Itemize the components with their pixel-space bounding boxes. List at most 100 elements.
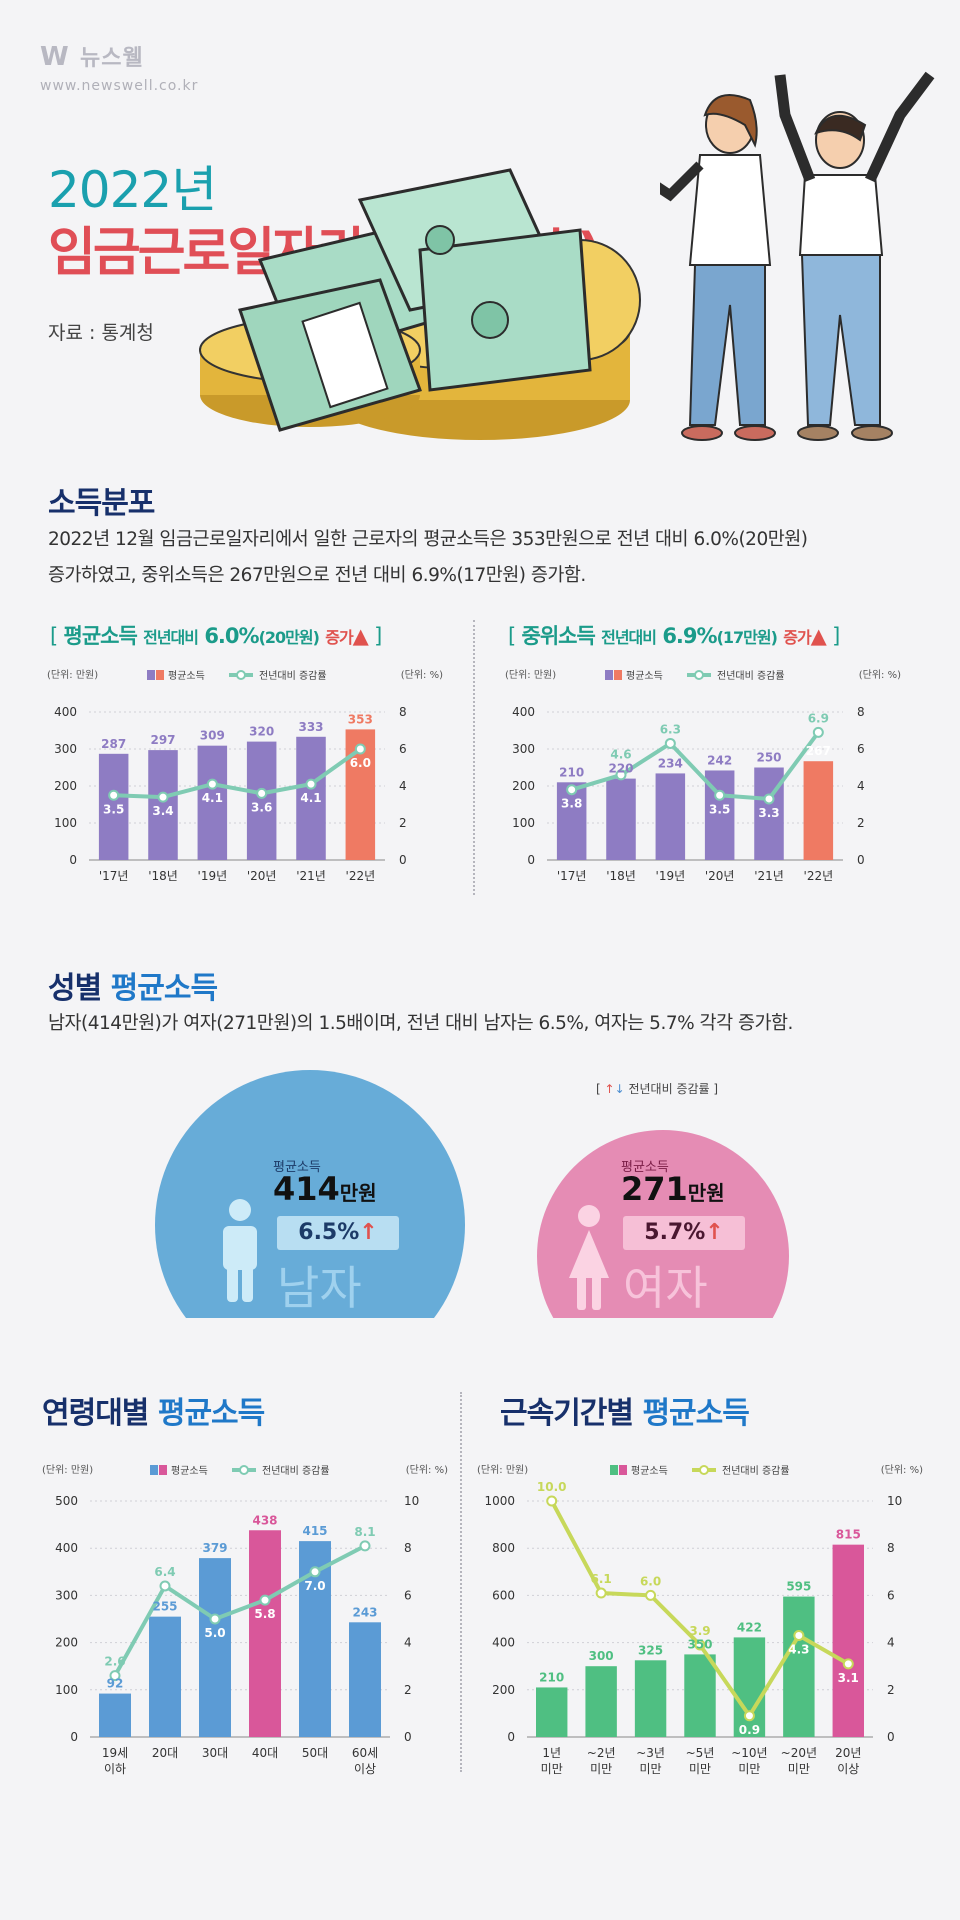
- bar: [634, 1660, 667, 1737]
- rate-point: [109, 1670, 121, 1682]
- y-tick-right: 8: [857, 705, 865, 719]
- section-desc-sex: 남자(414만원)가 여자(271만원)의 1.5배이며, 전년 대비 남자는 …: [48, 1013, 793, 1034]
- y-tick-left: 200: [512, 779, 535, 793]
- brand-name: 뉴스웰: [80, 46, 144, 71]
- y-tick-right: 8: [887, 1541, 895, 1555]
- female-rate-badge: 5.7%↑: [623, 1216, 745, 1250]
- legend-marker: [694, 670, 704, 680]
- up-arrow-icon: ↑: [604, 1082, 615, 1096]
- rate-point: [566, 784, 578, 796]
- bar-value-label: 350: [687, 1637, 712, 1651]
- y-axis-unit-left: (단위: 만원): [47, 668, 98, 681]
- y-tick-left: 600: [492, 1588, 515, 1602]
- y-tick-right: 2: [857, 816, 865, 830]
- sex-legend: [ ↑↓ 전년대비 증감률 ]: [596, 1082, 719, 1096]
- legend-swatch: [619, 1465, 627, 1475]
- y-tick-right: 6: [857, 742, 865, 756]
- legend-label: 평균소득: [626, 670, 663, 682]
- brand-logo[interactable]: W 뉴스웰: [40, 40, 144, 72]
- bar: [149, 1616, 181, 1737]
- bar: [246, 741, 277, 860]
- rate-value-label: 0.9: [739, 1723, 760, 1737]
- title-year: 2022년: [48, 161, 217, 219]
- rate-point: [664, 737, 676, 749]
- bar: [556, 782, 587, 860]
- bar-value-label: 300: [589, 1649, 614, 1663]
- x-tick-label: '22년: [346, 869, 376, 883]
- y-tick-right: 10: [887, 1494, 902, 1508]
- rate-point: [359, 1540, 371, 1552]
- man-cheering-icon: [774, 71, 935, 441]
- y-tick-right: 2: [399, 816, 407, 830]
- banknote-stack-icon: [238, 168, 592, 432]
- bar-value-label: 297: [150, 733, 175, 747]
- source-note: 자료 : 통계청: [48, 322, 154, 344]
- chart-tenure-income: (단위: 만원) (단위: %)평균소득 전년대비 증감률0200400600800…: [477, 1463, 923, 1776]
- chart-head-median: [ 중위소득 전년대비 6.9%(17만원) 증가▲ ]: [508, 624, 840, 648]
- rate-point: [546, 1495, 558, 1507]
- rate-point: [108, 789, 120, 801]
- legend-label: 평균소득: [631, 1465, 668, 1477]
- rate-value-label: 3.9: [689, 1624, 710, 1638]
- rate-value-label: 8.1: [354, 1525, 375, 1539]
- section-desc-distribution: 2022년 12월 임금근로일자리에서 일한 근로자의 평균소득은 353만원으…: [48, 522, 928, 594]
- y-axis-unit-left: (단위: 만원): [477, 1463, 528, 1476]
- legend-marker: [236, 670, 246, 680]
- section-title-tenure: 근속기간별 평균소득: [500, 1396, 750, 1431]
- rate-value-label: 2.6: [104, 1655, 125, 1669]
- x-tick-label: '17년: [99, 869, 129, 883]
- bar: [536, 1687, 568, 1737]
- desc-line-1: 2022년 12월 임금근로일자리에서 일한 근로자의 평균소득은 353만원으…: [48, 529, 808, 550]
- y-tick-left: 300: [54, 742, 77, 756]
- y-tick-left: 400: [54, 705, 77, 719]
- rate-point: [209, 1613, 221, 1625]
- rate-value-label: 4.3: [788, 1643, 809, 1657]
- y-tick-right: 0: [404, 1730, 412, 1744]
- y-tick-right: 2: [887, 1683, 895, 1697]
- y-tick-right: 0: [399, 853, 407, 867]
- rate-line: [113, 747, 362, 800]
- male-label: 남자: [277, 1261, 362, 1315]
- rate-point: [743, 1710, 755, 1722]
- y-tick-right: 2: [404, 1683, 412, 1697]
- y-axis-unit-right: (단위: %): [406, 1463, 448, 1476]
- male-income-label: 평균소득: [273, 1160, 321, 1175]
- rate-point: [645, 1589, 657, 1601]
- rate-point: [615, 769, 627, 781]
- rate-value-label: 3.3: [758, 806, 779, 820]
- y-axis-unit-right: (단위: %): [401, 668, 443, 681]
- male-person-icon: [223, 1199, 257, 1302]
- y-tick-right: 6: [404, 1588, 412, 1602]
- money-illustration: [199, 168, 641, 440]
- bar-value-label: 234: [658, 756, 683, 770]
- rate-point: [763, 793, 775, 805]
- bar: [199, 1558, 231, 1737]
- rate-value-label: 5.0: [204, 1626, 225, 1640]
- rate-line: [571, 731, 820, 801]
- rate-value-label: 3.5: [103, 802, 124, 816]
- x-tick-label: '18년: [606, 869, 636, 883]
- x-tick-label: '17년: [557, 869, 587, 883]
- x-tick-label: 60세: [352, 1746, 378, 1760]
- rate-value-label: 4.1: [202, 791, 223, 805]
- bar-value-label: 210: [559, 765, 584, 779]
- y-tick-left: 1000: [484, 1494, 515, 1508]
- rate-value-label: 3.6: [251, 800, 272, 814]
- legend-label: 전년대비 증감률: [722, 1465, 790, 1477]
- bar-value-label: 379: [202, 1541, 227, 1555]
- x-tick-label: 30대: [202, 1746, 228, 1760]
- bar: [684, 1654, 716, 1737]
- y-tick-left: 800: [492, 1541, 515, 1555]
- y-axis-unit-left: (단위: 만원): [42, 1463, 93, 1476]
- rate-value-label: 3.4: [152, 804, 173, 818]
- female-income-label: 평균소득: [621, 1160, 669, 1175]
- rate-point: [159, 1580, 171, 1592]
- y-tick-right: 4: [887, 1636, 895, 1650]
- y-tick-left: 400: [492, 1636, 515, 1650]
- y-tick-left: 300: [512, 742, 535, 756]
- x-tick-label: 미만: [640, 1762, 662, 1776]
- rate-point: [595, 1587, 607, 1599]
- rate-line: [113, 1544, 366, 1677]
- rate-point: [305, 778, 317, 790]
- y-tick-right: 4: [399, 779, 407, 793]
